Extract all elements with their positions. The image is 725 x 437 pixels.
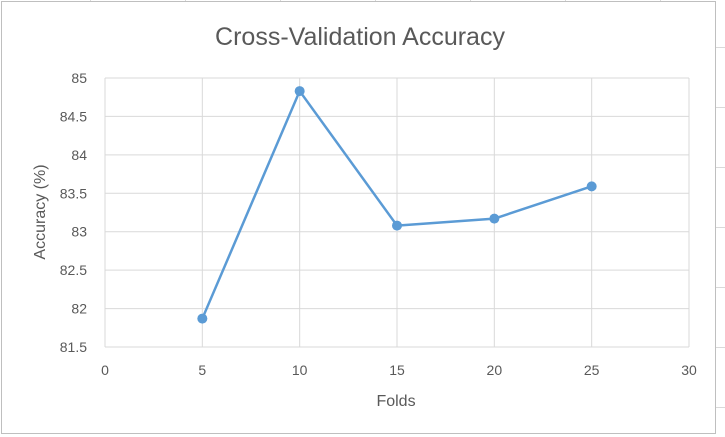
sheet-gridline <box>716 287 725 288</box>
y-tick-label: 84.5 <box>60 108 87 124</box>
y-tick-label: 85 <box>71 70 87 86</box>
y-axis-title: Accuracy (%) <box>32 164 49 259</box>
data-point[interactable] <box>586 181 597 192</box>
x-axis-title: Folds <box>376 393 415 410</box>
chart-area[interactable] <box>1 1 716 434</box>
data-point[interactable] <box>197 313 208 324</box>
gridlines <box>104 77 690 348</box>
sheet-gridline <box>716 167 725 168</box>
sheet-gridline <box>716 47 725 48</box>
data-point[interactable] <box>294 86 305 97</box>
sheet-gridline <box>716 347 725 348</box>
y-axis-ticks: 81.5 82 82.5 83 83.5 84 84.5 85 <box>60 70 87 355</box>
x-tick-label: 0 <box>101 362 109 378</box>
sheet-gridline <box>716 107 725 108</box>
x-tick-label: 15 <box>389 362 405 378</box>
x-tick-label: 20 <box>487 362 503 378</box>
sheet-gridline <box>716 227 725 228</box>
y-tick-label: 82 <box>71 301 87 317</box>
series <box>197 86 597 324</box>
data-point[interactable] <box>489 213 500 224</box>
x-axis-ticks: 0 5 10 15 20 25 30 <box>101 362 697 378</box>
plot-area: 0 5 10 15 20 25 30 81.5 82 82.5 83 83.5 84 84.5 85 <box>60 70 697 378</box>
y-tick-label: 83 <box>71 224 87 240</box>
x-tick-label: 5 <box>198 362 206 378</box>
y-tick-label: 82.5 <box>60 262 87 278</box>
y-tick-label: 84 <box>71 147 87 163</box>
x-tick-label: 30 <box>681 362 697 378</box>
sheet-gridline <box>716 407 725 408</box>
data-point[interactable] <box>392 220 402 231</box>
x-tick-label: 25 <box>584 362 600 378</box>
x-tick-label: 10 <box>292 362 308 378</box>
y-tick-label: 81.5 <box>60 339 87 355</box>
y-tick-label: 83.5 <box>60 185 87 201</box>
chart-title: Cross-Validation Accuracy <box>215 23 505 51</box>
